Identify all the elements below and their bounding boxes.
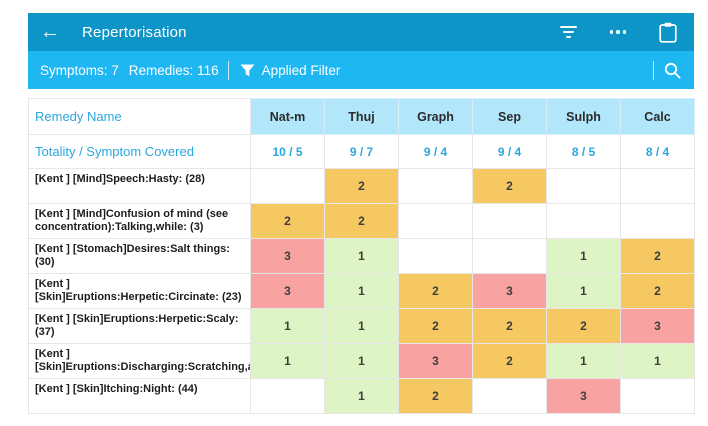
funnel-icon[interactable] — [240, 64, 255, 77]
grade-cell: 2 — [472, 308, 547, 344]
grade-cell: 1 — [324, 378, 399, 414]
grade-cell — [620, 203, 695, 239]
grade-cell: 1 — [324, 308, 399, 344]
grade-cell — [398, 238, 473, 274]
grade-cell: 2 — [546, 308, 621, 344]
remedy-column-header[interactable]: Calc — [620, 98, 695, 135]
filter-bar: Symptoms: 7 Remedies: 116 Applied Filter — [28, 51, 694, 89]
symptom-row: [Kent ] [Mind]Speech:Hasty: (28) 2 2 — [28, 168, 695, 204]
symptom-label[interactable]: [Kent ] [Mind]Confusion of mind (see con… — [28, 203, 251, 239]
grade-cell: 2 — [398, 273, 473, 309]
symptom-label[interactable]: [Kent ] [Stomach]Desires:Salt things: (3… — [28, 238, 251, 274]
remedy-header-row: Remedy Name Nat-m Thuj Graph Sep Sulph Calc — [28, 98, 695, 135]
repertorisation-table: Remedy Name Nat-m Thuj Graph Sep Sulph Calc T… — [28, 98, 695, 414]
search-icon[interactable] — [663, 61, 682, 80]
remedy-column-header[interactable]: Nat-m — [250, 98, 325, 135]
remedies-count: Remedies: 116 — [128, 62, 219, 78]
grade-cell: 3 — [620, 308, 695, 344]
grade-cell — [472, 378, 547, 414]
symptom-label[interactable]: [Kent ] [Skin]Eruptions:Herpetic:Scaly: … — [28, 308, 251, 344]
grade-cell: 1 — [324, 343, 399, 379]
remedy-column-header[interactable]: Graph — [398, 98, 473, 135]
remedy-column-header[interactable]: Sulph — [546, 98, 621, 135]
symptom-row: [Kent ] [Skin]Itching:Night: (44) 1 2 3 — [28, 378, 695, 414]
symptom-label[interactable]: [Kent ] [Skin]Itching:Night: (44) — [28, 378, 251, 414]
symptom-row: [Kent ] [Skin]Eruptions:Discharging:Scra… — [28, 343, 695, 379]
grade-cell: 1 — [620, 343, 695, 379]
totality-value: 8 / 5 — [546, 134, 621, 169]
grade-cell: 1 — [324, 238, 399, 274]
page-title: Repertorisation — [82, 23, 187, 41]
grade-cell: 2 — [620, 273, 695, 309]
grade-cell: 1 — [250, 343, 325, 379]
grade-cell: 2 — [472, 343, 547, 379]
grade-cell — [546, 203, 621, 239]
grade-cell — [472, 203, 547, 239]
grade-cell: 3 — [398, 343, 473, 379]
divider — [227, 60, 229, 80]
grade-cell — [546, 168, 621, 204]
grade-cell — [620, 168, 695, 204]
grade-cell: 3 — [250, 273, 325, 309]
app-bar: ← Repertorisation — [28, 13, 694, 51]
symptom-row: [Kent ] [Skin]Eruptions:Herpetic:Circina… — [28, 273, 695, 309]
totality-value: 8 / 4 — [620, 134, 695, 169]
totality-value: 10 / 5 — [250, 134, 325, 169]
grade-cell: 3 — [250, 238, 325, 274]
grade-cell: 2 — [620, 238, 695, 274]
grade-cell: 3 — [546, 378, 621, 414]
grade-cell — [620, 378, 695, 414]
grade-cell: 2 — [250, 203, 325, 239]
symptom-row: [Kent ] [Mind]Confusion of mind (see con… — [28, 203, 695, 239]
filter-sort-icon[interactable] — [556, 20, 580, 44]
remedy-column-header[interactable]: Thuj — [324, 98, 399, 135]
symptom-label[interactable]: [Kent ] [Skin]Eruptions:Herpetic:Circina… — [28, 273, 251, 309]
grade-cell: 2 — [398, 378, 473, 414]
remedy-column-header[interactable]: Sep — [472, 98, 547, 135]
grade-cell: 1 — [250, 308, 325, 344]
grade-cell — [398, 203, 473, 239]
grade-cell: 2 — [324, 168, 399, 204]
grade-cell — [250, 378, 325, 414]
grade-cell: 2 — [398, 308, 473, 344]
grade-cell: 1 — [546, 238, 621, 274]
grade-cell: 3 — [472, 273, 547, 309]
symptom-label[interactable]: [Kent ] [Skin]Eruptions:Discharging:Scra… — [28, 343, 251, 379]
symptoms-count: Symptoms: 7 — [40, 62, 119, 78]
totality-value: 9 / 4 — [398, 134, 473, 169]
divider — [653, 60, 654, 80]
remedy-name-header: Remedy Name — [28, 98, 251, 135]
back-arrow-icon[interactable]: ← — [40, 21, 60, 43]
symptom-row: [Kent ] [Skin]Eruptions:Herpetic:Scaly: … — [28, 308, 695, 344]
totality-label: Totality / Symptom Covered — [28, 134, 251, 169]
grade-cell — [250, 168, 325, 204]
grade-cell: 1 — [324, 273, 399, 309]
grade-cell — [472, 238, 547, 274]
clipboard-icon[interactable] — [656, 20, 680, 44]
totality-value: 9 / 4 — [472, 134, 547, 169]
grade-cell: 1 — [546, 343, 621, 379]
symptom-row: [Kent ] [Stomach]Desires:Salt things: (3… — [28, 238, 695, 274]
totality-value: 9 / 7 — [324, 134, 399, 169]
grade-cell: 2 — [472, 168, 547, 204]
more-options-icon[interactable] — [606, 20, 630, 44]
symptom-label[interactable]: [Kent ] [Mind]Speech:Hasty: (28) — [28, 168, 251, 204]
app-window: ← Repertorisation Symptoms: 7 Remedies: … — [28, 13, 695, 414]
grade-cell: 2 — [324, 203, 399, 239]
grade-cell: 1 — [546, 273, 621, 309]
applied-filter-label[interactable]: Applied Filter — [261, 62, 341, 78]
grade-cell — [398, 168, 473, 204]
